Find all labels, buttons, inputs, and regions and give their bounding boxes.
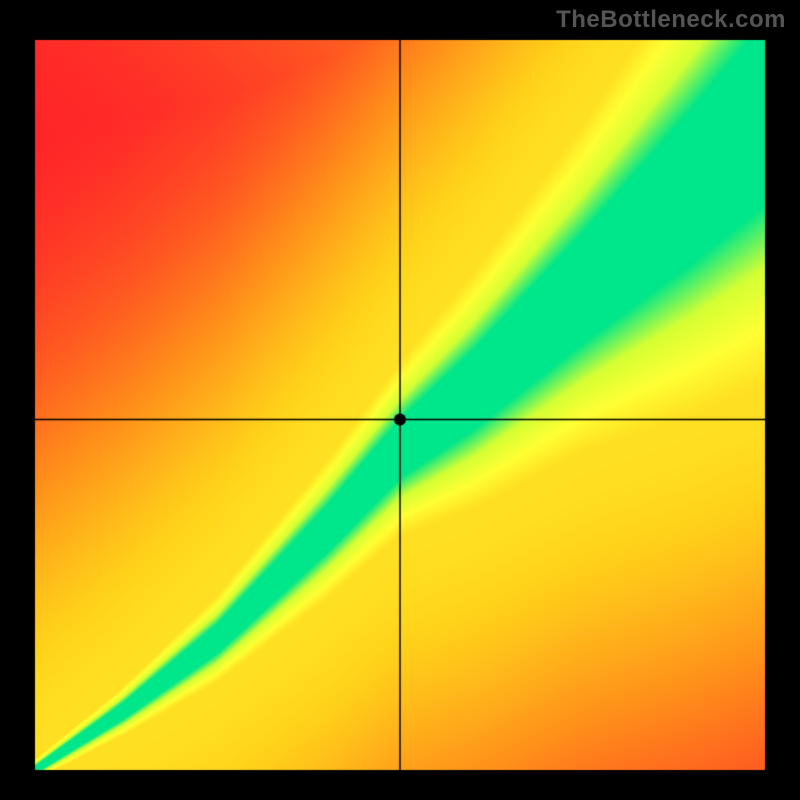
chart-container: TheBottleneck.com <box>0 0 800 800</box>
bottleneck-heatmap <box>0 0 800 800</box>
watermark-text: TheBottleneck.com <box>556 6 786 34</box>
